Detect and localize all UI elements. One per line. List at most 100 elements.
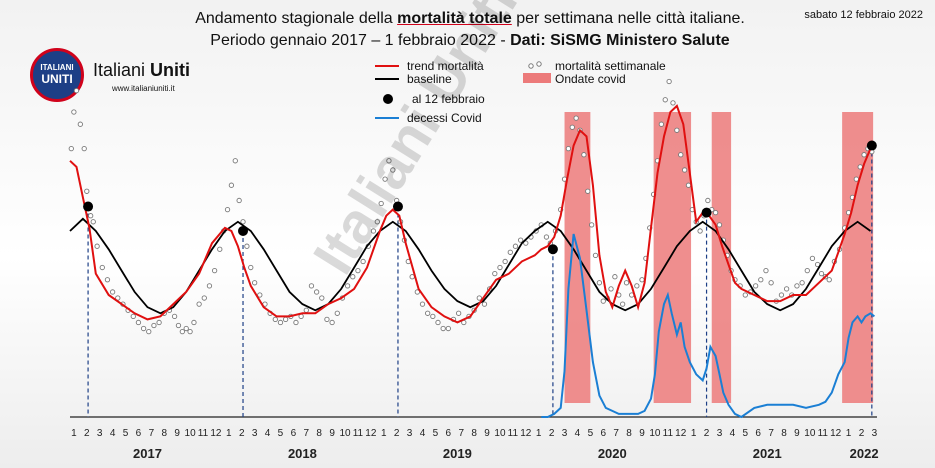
chart-title: Andamento stagionale della mortalità tot… <box>195 10 745 27</box>
weekly-mortality-dot <box>228 182 235 188</box>
feb12-marker <box>866 140 877 151</box>
weekly-mortality-dot <box>303 307 309 313</box>
weekly-mortality-dot <box>425 310 431 316</box>
feb12-marker <box>701 207 712 218</box>
weekly-mortality-dot <box>313 289 320 295</box>
weekly-mortality-dot <box>240 219 246 225</box>
month-tick-label: 7 <box>613 428 619 439</box>
legend-label: Ondate covid <box>555 72 626 86</box>
weekly-mortality-dot <box>99 264 105 271</box>
month-tick-label: 5 <box>433 428 439 439</box>
weekly-mortality-dot <box>799 280 805 286</box>
legend-label: decessi Covid <box>407 111 482 125</box>
weekly-mortality-dot <box>104 277 111 283</box>
weekly-mortality-dot <box>435 319 441 326</box>
year-label: 2019 <box>443 446 472 461</box>
weekly-mortality-dot <box>390 167 396 173</box>
weekly-mortality-dot <box>456 310 462 316</box>
weekly-mortality-dot <box>109 289 116 295</box>
feb12-marker <box>238 225 249 236</box>
month-tick-label: 2 <box>859 428 865 439</box>
month-tick-label: 3 <box>717 428 723 439</box>
weekly-mortality-dot <box>585 188 591 194</box>
weekly-mortality-dot <box>853 176 859 182</box>
legend-label: al 12 febbraio <box>412 92 485 106</box>
weekly-mortality-dot <box>151 322 157 329</box>
weekly-mortality-dot <box>201 295 207 301</box>
covid-wave-band-2 <box>711 112 732 403</box>
month-tick-label: 6 <box>136 428 142 439</box>
month-tick-label: 5 <box>123 428 129 439</box>
weekly-mortality-dot <box>355 267 361 274</box>
month-tick-label: 9 <box>484 428 490 439</box>
weekly-mortality-dot <box>135 319 142 326</box>
weekly-mortality-dot <box>329 319 335 326</box>
weekly-mortality-dot <box>90 219 96 225</box>
brand-name: Italiani Uniti <box>93 60 191 80</box>
weekly-mortality-dot <box>565 145 572 152</box>
month-tick-label: 9 <box>639 428 645 439</box>
month-tick-label: 1 <box>691 428 697 439</box>
feb12-marker <box>547 244 558 255</box>
weekly-mortality-dot <box>73 88 80 94</box>
weekly-mortality-dot <box>778 292 785 298</box>
month-tick-label: 3 <box>97 428 103 439</box>
month-tick-label: 6 <box>291 428 297 439</box>
year-label: 2022 <box>850 446 879 461</box>
weekly-mortality-dot <box>592 252 599 259</box>
month-tick-label: 10 <box>494 428 506 439</box>
weekly-mortality-dot <box>512 243 519 249</box>
weekly-mortality-dot <box>378 200 384 207</box>
legend-label: trend mortalità <box>407 59 484 73</box>
weekly-mortality-dot <box>277 319 284 326</box>
month-tick-label: 6 <box>600 428 606 439</box>
weekly-mortality-dot <box>81 145 87 152</box>
covid-wave-band-3 <box>842 112 874 403</box>
weekly-mortality-dot <box>794 283 800 289</box>
weekly-mortality-dot <box>681 167 688 173</box>
weekly-mortality-dot <box>130 313 136 319</box>
month-tick-label: 2 <box>704 428 710 439</box>
weekly-mortality-dot <box>674 127 680 133</box>
month-tick-label: 3 <box>872 428 878 439</box>
year-label: 2021 <box>753 446 782 461</box>
month-tick-label: 1 <box>846 428 852 439</box>
weekly-mortality-dot <box>191 319 197 326</box>
year-label: 2018 <box>288 446 317 461</box>
weekly-mortality-dot <box>619 301 626 307</box>
weekly-mortality-dot <box>809 255 816 262</box>
month-tick-label: 1 <box>536 428 542 439</box>
month-tick-label: 11 <box>508 428 519 439</box>
legend-swatch-band <box>523 73 551 83</box>
weekly-mortality-dot <box>685 182 692 188</box>
month-tick-label: 1 <box>381 428 387 439</box>
month-tick-label: 7 <box>458 428 464 439</box>
month-tick-label: 1 <box>226 428 232 439</box>
weekly-mortality-dot <box>573 115 579 121</box>
weekly-mortality-dot <box>543 234 550 240</box>
month-tick-label: 10 <box>185 428 197 439</box>
month-tick-label: 11 <box>818 428 829 439</box>
month-tick-label: 3 <box>562 428 568 439</box>
weekly-mortality-dot <box>639 277 645 283</box>
month-tick-label: 7 <box>149 428 155 439</box>
month-tick-label: 6 <box>446 428 452 439</box>
weekly-mortality-dot <box>179 328 185 335</box>
month-tick-label: 10 <box>649 428 661 439</box>
baseline-line <box>69 217 872 315</box>
weekly-mortality-dot <box>705 197 711 204</box>
weekly-mortality-dot <box>623 280 630 286</box>
weekly-mortality-dot <box>419 301 426 307</box>
weekly-mortality-dot <box>236 197 242 204</box>
weekly-mortality-dot <box>71 109 77 115</box>
weekly-mortality-dot <box>430 313 436 319</box>
weekly-mortality-dot <box>324 316 330 323</box>
weekly-mortality-dot <box>257 292 263 298</box>
weekly-mortality-dot <box>140 325 147 332</box>
month-tick-label: 1 <box>71 428 77 439</box>
weekly-mortality-dot <box>360 258 366 265</box>
month-tick-label: 4 <box>265 428 271 439</box>
weekly-mortality-dot <box>596 280 603 286</box>
covid-wave-band-1 <box>653 112 692 403</box>
